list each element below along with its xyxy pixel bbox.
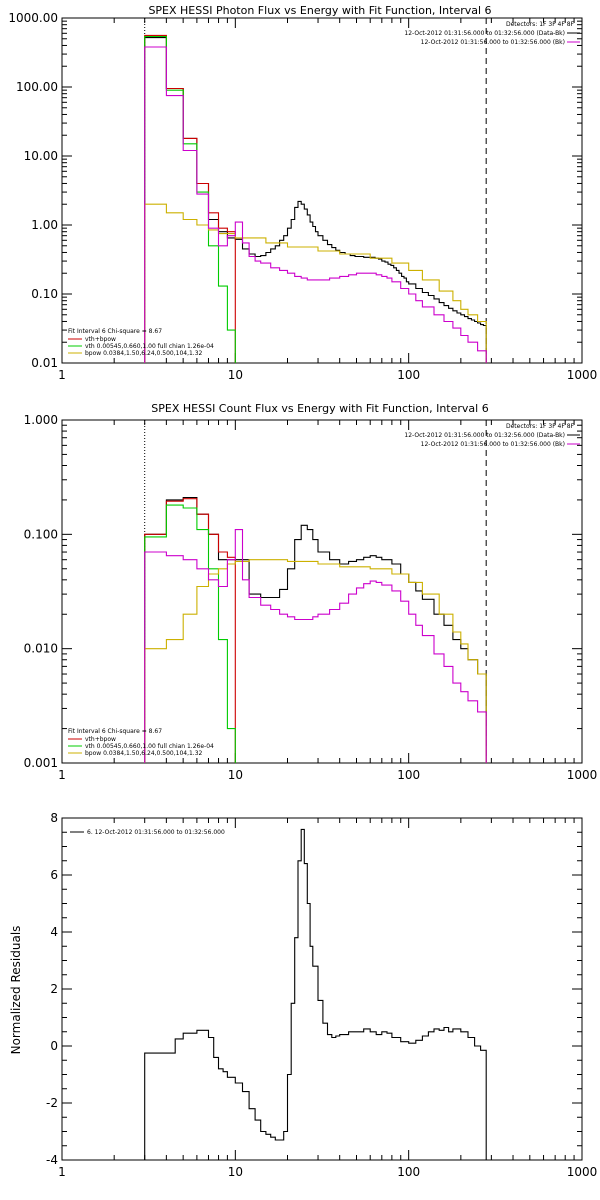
legend-right: Detectors: 1F 3F 4F 8F 12-Oct-2012 01:31… [404,21,580,46]
y-tick-label: -4 [46,1153,58,1167]
y-tick-label: 6 [50,868,58,882]
x-tick-label: 1 [58,768,66,782]
legend-left: Fit Interval 6 Chi-square = 8.67 vth+bpo… [68,328,214,357]
series-vth-line [144,35,236,363]
y-tick-label: 0.01 [31,356,58,370]
x-tick-label: 1000 [567,368,598,382]
series-data-line [144,37,487,363]
legend-bk: 12-Oct-2012 01:31:56.000 to 01:32:56.000… [421,39,565,46]
y-tick-label: 1000.00 [8,11,58,25]
legend-fit-interval: Fit Interval 6 Chi-square = 8.67 [68,728,162,735]
y-tick-label: 1.00 [31,218,58,232]
x-tick-label: 10 [228,768,243,782]
legend-bk: 12-Oct-2012 01:31:56.000 to 01:32:56.000… [421,441,565,448]
legend-detectors: Detectors: 1F 3F 4F 8F [506,423,575,430]
x-tick-label: 1000 [567,768,598,782]
chart-title: SPEX HESSI Photon Flux vs Energy with Fi… [148,4,491,17]
series-vth-line [144,504,236,763]
x-tick-label: 100 [397,1165,420,1179]
y-axis-label: Normalized Residuals [9,926,23,1055]
series-data-line [144,496,487,763]
x-tick-label: 100 [397,368,420,382]
series-background-line [144,46,487,363]
y-tick-label: -2 [46,1096,58,1110]
plot-frame [61,817,583,1161]
legend-vth: vth 0.00545,0.660,1.00 full chian 1.26e-… [85,343,214,350]
residuals-panel: Normalized Residuals -4 -2 0 2 4 6 8 1 10 100 100… [9,811,597,1179]
x-tick-label: 1000 [567,1165,598,1179]
y-tick-label: 1.000 [24,413,58,427]
legend-vth: vth 0.00545,0.660,1.00 full chian 1.26e-… [85,743,214,750]
legend-right: Detectors: 1F 3F 4F 8F 12-Oct-2012 01:31… [404,423,580,448]
legend-interval: 6. 12-Oct-2012 01:31:56.000 to 01:32:56.… [87,829,225,836]
y-tick-label: 0 [50,1039,58,1053]
legend-bpow: bpow 0.0384,1.50,6.24,0.500,104,1.32 [85,350,203,357]
y-tick-label: 0.100 [24,527,58,541]
legend-left: 6. 12-Oct-2012 01:31:56.000 to 01:32:56.… [70,829,225,836]
legend-bpow: bpow 0.0384,1.50,6.24,0.500,104,1.32 [85,750,203,757]
plot-frame [61,17,583,364]
x-tick-label: 100 [397,768,420,782]
count-flux-panel: SPEX HESSI Count Flux vs Energy with Fit… [24,402,598,782]
y-tick-label: 0.10 [31,287,58,301]
series-background-line [144,529,487,763]
series-bpow-line [144,559,487,763]
legend-data-bk: 12-Oct-2012 01:31:56.000 to 01:32:56.000… [404,432,565,439]
legend-left: Fit Interval 6 Chi-square = 8.67 vth+bpo… [68,728,214,757]
x-tick-label: 1 [58,1165,66,1179]
legend-total: vth+bpow [85,336,116,343]
series-bpow-line [144,203,487,363]
legend-fit-interval: Fit Interval 6 Chi-square = 8.67 [68,328,162,335]
y-tick-label: 8 [50,811,58,825]
legend-total: vth+bpow [85,736,116,743]
y-tick-label: 2 [50,982,58,996]
y-tick-label: 100.00 [16,80,58,94]
y-tick-label: 4 [50,925,58,939]
photon-flux-panel: SPEX HESSI Photon Flux vs Energy with Fi… [8,4,597,382]
legend-detectors: Detectors: 1F 3F 4F 8F [506,21,575,28]
chart-title: SPEX HESSI Count Flux vs Energy with Fit… [151,402,488,415]
plot-frame [61,419,583,764]
x-tick-label: 10 [228,1165,243,1179]
x-tick-label: 10 [228,368,243,382]
series-total-line [144,34,236,363]
x-tick-label: 1 [58,368,66,382]
y-tick-label: 0.010 [24,642,58,656]
series-data-line [144,828,487,1160]
y-tick-label: 0.001 [24,756,58,770]
y-tick-label: 10.00 [24,149,58,163]
series-total-line [144,498,236,763]
legend-data-bk: 12-Oct-2012 01:31:56.000 to 01:32:56.000… [404,30,565,37]
